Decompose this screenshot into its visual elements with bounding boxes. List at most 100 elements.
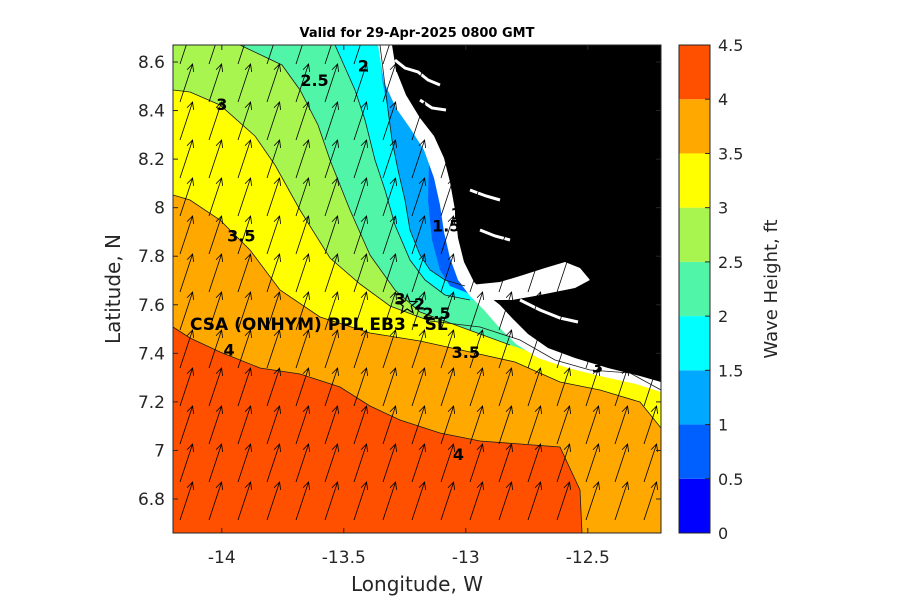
wave-vector-arrow xyxy=(643,253,659,293)
wave-vector-arrow xyxy=(266,367,282,407)
estuary-inlet xyxy=(470,262,590,300)
river-channel xyxy=(394,58,579,324)
wave-vector-arrow xyxy=(208,215,224,255)
wave-vector-arrow xyxy=(498,329,514,369)
wave-vector-arrow xyxy=(324,443,340,483)
colorbar-tick-label: 1.5 xyxy=(718,361,743,380)
wave-vector-arrow xyxy=(643,215,659,255)
colorbar-tick-label: 4.5 xyxy=(718,36,743,55)
wave-vector-arrow xyxy=(411,481,427,521)
y-axis-ticks: 6.8 7 7.2 7.4 7.6 7.8 8 8.2 8.4 8.6 xyxy=(138,53,661,510)
wave-vector-arrow xyxy=(179,481,195,521)
contour-label: 2 xyxy=(358,56,369,75)
wave-vector-arrow xyxy=(440,443,456,483)
y-tick-label: 7.6 xyxy=(138,296,165,316)
wave-vector-arrow xyxy=(643,139,659,179)
contour-label: 3.5 xyxy=(452,343,480,362)
wave-vector-arrow xyxy=(585,177,601,217)
wave-vector-arrow xyxy=(614,291,630,331)
wave-vector-arrow xyxy=(527,101,543,141)
wave-vector-arrow xyxy=(179,443,195,483)
wave-vector-arrow xyxy=(324,367,340,407)
wave-vector-arrow xyxy=(643,329,659,369)
wave-vector-arrow xyxy=(498,405,514,445)
wave-vector-arrow xyxy=(179,405,195,445)
contour-line-4 xyxy=(334,45,471,301)
wave-vector-arrow xyxy=(585,481,601,521)
wave-vector-arrow xyxy=(179,101,195,141)
wave-vector-arrow xyxy=(527,443,543,483)
wave-vector-arrow xyxy=(208,443,224,483)
wave-vector-arrow xyxy=(295,329,311,369)
x-tick-label: -12.5 xyxy=(566,548,610,568)
wave-vector-arrow xyxy=(353,329,369,369)
contour-label: 4 xyxy=(224,340,235,359)
wave-vector-arrow xyxy=(614,253,630,293)
colorbar-tick-label: 3.5 xyxy=(718,144,743,163)
wave-vector-arrow xyxy=(469,63,485,103)
wave-vector-arrow xyxy=(266,177,282,217)
wave-vector-arrow xyxy=(556,177,572,217)
wave-vector-arrow xyxy=(208,367,224,407)
wave-vector-arrow xyxy=(585,215,601,255)
colorbar-swatch xyxy=(679,261,710,317)
site-star-marker xyxy=(396,293,419,315)
wave-vector-arrow xyxy=(585,405,601,445)
wave-vector-arrow xyxy=(179,177,195,217)
wave-vector-arrow xyxy=(527,215,543,255)
wave-vector-arrow xyxy=(237,367,253,407)
colorbar-frame xyxy=(678,44,711,534)
wave-vector-arrow xyxy=(614,329,630,369)
wave-vector-arrow xyxy=(353,253,369,293)
wave-vector-arrow xyxy=(179,215,195,255)
wave-vector-arrow xyxy=(353,443,369,483)
wave-vector-arrow xyxy=(411,405,427,445)
colorbar-tick-label: 4 xyxy=(718,90,728,109)
wave-vector-arrow xyxy=(353,101,369,141)
wave-vector-arrow xyxy=(469,215,485,255)
wave-vector-arrow xyxy=(237,253,253,293)
wave-vector-arrow xyxy=(411,443,427,483)
wave-vector-arrow xyxy=(411,215,427,255)
wave-vector-arrow xyxy=(353,367,369,407)
wave-vector-arrow xyxy=(469,367,485,407)
wave-vector-arrow xyxy=(411,329,427,369)
wave-vector-arrow xyxy=(527,63,543,103)
wave-vector-arrow xyxy=(585,329,601,369)
y-tick-label: 7.4 xyxy=(138,344,165,364)
contour-label: 1 xyxy=(450,204,461,223)
wave-vector-arrow xyxy=(527,253,543,293)
wave-direction-vectors xyxy=(179,45,659,521)
y-tick-label: 8.4 xyxy=(138,102,165,122)
contour-line-5 xyxy=(379,45,466,287)
wave-vector-arrow xyxy=(469,481,485,521)
wave-vector-arrow xyxy=(382,367,398,407)
wave-vector-arrow xyxy=(266,101,282,141)
colorbar-swatch xyxy=(679,370,710,425)
colorbar-tick-label: 2 xyxy=(718,307,728,326)
wave-vector-arrow xyxy=(585,253,601,293)
x-axis-label: Longitude, W xyxy=(351,572,483,596)
y-tick-label: 8 xyxy=(154,199,165,219)
wave-vector-arrow xyxy=(440,481,456,521)
wave-vector-arrow xyxy=(324,63,340,103)
wave-vector-arrow xyxy=(411,101,427,141)
wave-vector-arrow xyxy=(585,291,601,331)
wave-vector-arrow xyxy=(382,177,398,217)
wave-vector-arrow xyxy=(469,443,485,483)
wave-vector-arrow xyxy=(527,177,543,217)
wave-vector-arrow xyxy=(237,405,253,445)
wave-vector-arrow xyxy=(498,253,514,293)
wave-vector-arrow xyxy=(237,177,253,217)
wave-vector-arrow xyxy=(237,291,253,331)
wave-vector-arrow xyxy=(179,367,195,407)
wave-vector-arrow xyxy=(324,139,340,179)
wave-vector-arrow xyxy=(440,63,456,103)
wave-vector-arrow xyxy=(585,139,601,179)
contour-label: 2.5 xyxy=(300,71,328,90)
colorbar-swatch xyxy=(679,207,710,262)
contour-label: 3 xyxy=(592,357,603,376)
wave-vector-arrow xyxy=(295,367,311,407)
x-tick-label: -14 xyxy=(208,548,236,568)
